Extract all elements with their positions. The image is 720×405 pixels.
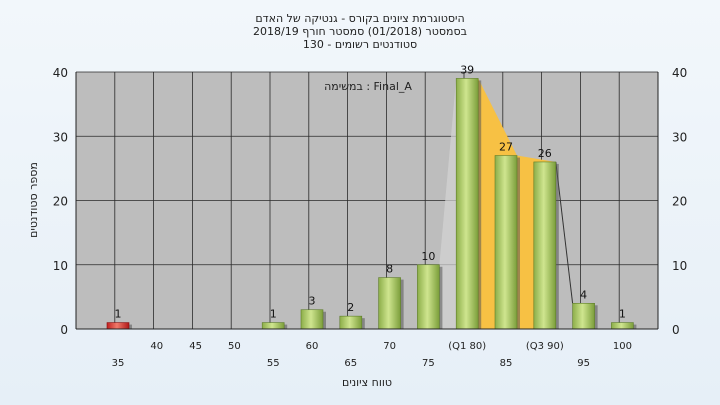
y-tick-label-left: 40 bbox=[53, 66, 68, 80]
x-tick-labels: 35 40 45 50 55 60 65 70 75 (Q1 80) 85 (Q3 90) 95 100 bbox=[112, 341, 632, 369]
x-tick-label: 65 bbox=[344, 358, 357, 369]
x-axis-label: טווח ציונים bbox=[342, 376, 392, 389]
bar-value-label: 8 bbox=[386, 263, 393, 276]
bar-value-label: 3 bbox=[309, 295, 316, 308]
bar-value-labels: 1 1 3 2 8 10 39 27 26 4 1 bbox=[115, 63, 626, 320]
y-tick-label-left: 20 bbox=[53, 195, 68, 209]
bar bbox=[339, 315, 363, 330]
x-tick-label: 50 bbox=[228, 341, 241, 352]
x-tick-label: 40 bbox=[150, 341, 163, 352]
y-tick-label-right: 20 bbox=[672, 195, 687, 209]
bar-value-label: 26 bbox=[538, 147, 552, 160]
x-tick-label: 75 bbox=[422, 358, 435, 369]
y-tick-label-left: 0 bbox=[60, 323, 68, 337]
x-tick-label: (Q3 90) bbox=[526, 341, 564, 352]
bar bbox=[300, 309, 324, 330]
bar-value-label: 4 bbox=[580, 288, 587, 301]
x-tick-label: 45 bbox=[189, 341, 202, 352]
bar bbox=[106, 322, 130, 330]
bar bbox=[572, 302, 595, 330]
y-tick-label-right: 30 bbox=[672, 130, 687, 144]
y-tick-label-right: 0 bbox=[672, 323, 680, 337]
chart-title-line-1: היסטוגרמת ציונים בקורס - גנטיקה של האדם bbox=[255, 12, 464, 25]
y-tick-labels: 0 0 10 10 20 20 30 30 40 40 bbox=[53, 66, 688, 337]
bar bbox=[611, 322, 634, 330]
bar-value-label: 1 bbox=[270, 308, 277, 321]
x-tick-label: 85 bbox=[500, 358, 513, 369]
y-tick-label-right: 10 bbox=[672, 259, 687, 273]
bar-value-label: 39 bbox=[460, 63, 474, 76]
chart-title: היסטוגרמת ציונים בקורס - גנטיקה של האדם … bbox=[253, 12, 467, 51]
x-tick-label: 95 bbox=[577, 358, 590, 369]
x-tick-label: 60 bbox=[306, 341, 319, 352]
bar-value-label: 27 bbox=[499, 141, 513, 154]
y-tick-label-right: 40 bbox=[672, 66, 687, 80]
annotation-label: במשימה : Final_A bbox=[324, 80, 412, 93]
x-tick-label: (Q1 80) bbox=[448, 341, 486, 352]
chart-title-line-3: סטודנטים רשומים - 130 bbox=[303, 38, 417, 51]
bar bbox=[533, 161, 557, 330]
x-tick-label: 70 bbox=[383, 341, 396, 352]
bar-value-label: 10 bbox=[421, 250, 435, 263]
y-tick-label-left: 30 bbox=[53, 130, 68, 144]
axes bbox=[75, 72, 659, 330]
y-axis-label: מספר סטודנטים bbox=[27, 162, 40, 238]
bar-value-label: 1 bbox=[115, 308, 122, 321]
chart-title-line-2: בסמסטר (01/2018) סמסטר חורף 2018/19 bbox=[253, 25, 467, 38]
y-tick-label-left: 10 bbox=[53, 259, 68, 273]
x-tick-label: 100 bbox=[613, 341, 632, 352]
bars-layer bbox=[106, 78, 637, 330]
bar bbox=[455, 78, 479, 330]
x-tick-label: 55 bbox=[267, 358, 280, 369]
bar bbox=[417, 264, 440, 330]
bar-value-label: 2 bbox=[347, 301, 354, 314]
bar-value-label: 1 bbox=[619, 308, 626, 321]
bar bbox=[261, 322, 285, 330]
bar bbox=[378, 277, 401, 330]
quartile-band-lead bbox=[439, 78, 457, 329]
bar bbox=[494, 155, 518, 330]
x-tick-label: 35 bbox=[112, 358, 125, 369]
